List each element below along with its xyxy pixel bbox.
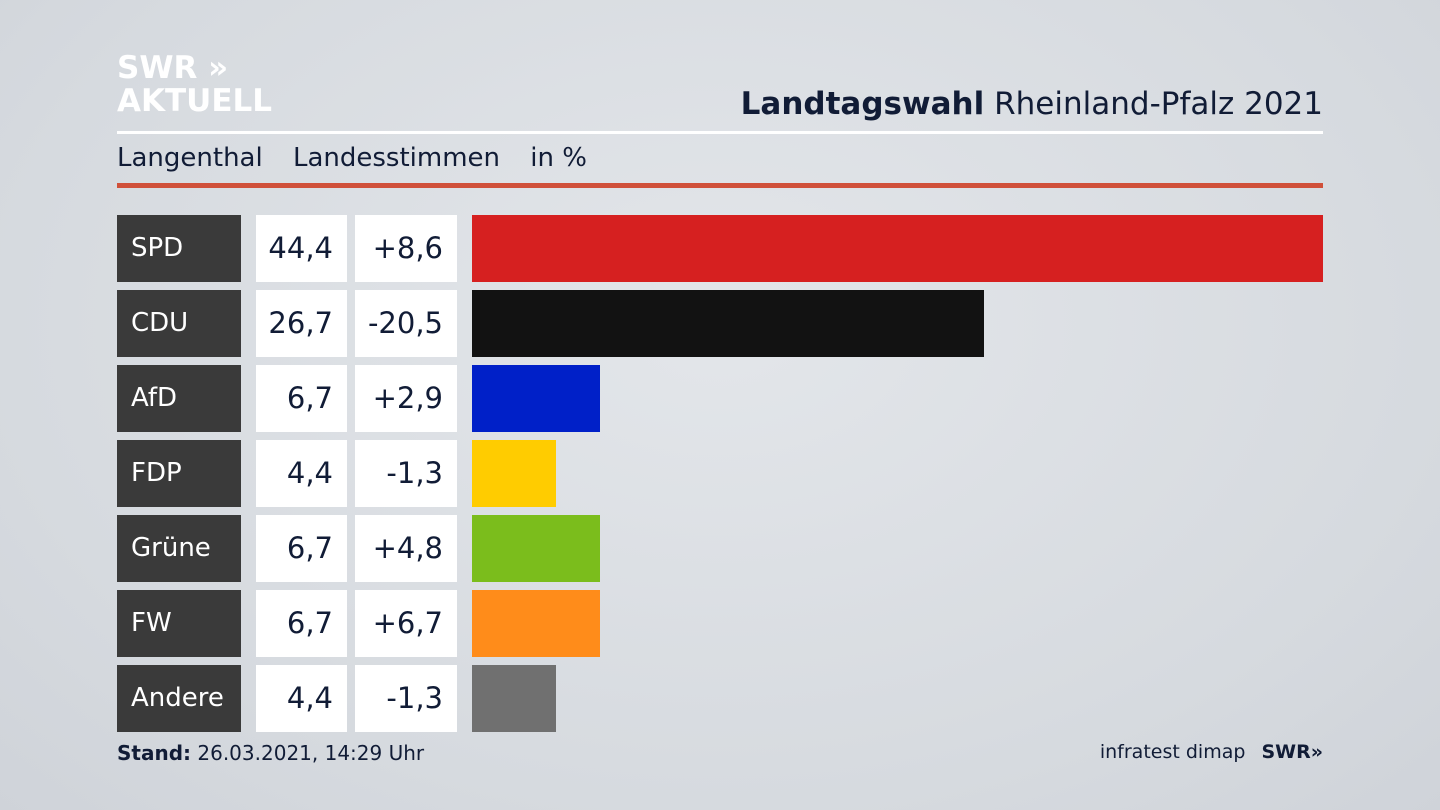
chart-row: Andere 4,4 -1,3 [117, 665, 1323, 732]
bar-grüne [472, 515, 601, 582]
source-label: infratest dimap [1099, 741, 1246, 763]
change-label: -1,3 [355, 665, 457, 732]
party-label: Grüne [117, 515, 241, 582]
value-label: 4,4 [256, 440, 347, 507]
chart-row: SPD 44,4 +8,6 [117, 215, 1323, 282]
chart-row: FW 6,7 +6,7 [117, 590, 1323, 657]
subtitle: Langenthal Landesstimmen in % [117, 143, 609, 173]
value-label: 6,7 [256, 365, 347, 432]
change-label: +2,9 [355, 365, 457, 432]
change-label: +4,8 [355, 515, 457, 582]
logo-line-1: SWR » [117, 50, 229, 86]
chart-row: AfD 6,7 +2,9 [117, 365, 1323, 432]
change-label: +6,7 [355, 590, 457, 657]
value-label: 26,7 [256, 290, 347, 357]
stand-label: Stand: [117, 741, 192, 765]
logo-line-2: AKTUELL [117, 83, 273, 119]
value-label: 6,7 [256, 590, 347, 657]
value-label: 44,4 [256, 215, 347, 282]
bar-fdp [472, 440, 557, 507]
footer-source: infratest dimap SWR» [1100, 741, 1323, 763]
party-label: AfD [117, 365, 241, 432]
change-label: +8,6 [355, 215, 457, 282]
footer-stand: Stand: 26.03.2021, 14:29 Uhr [117, 741, 424, 765]
change-label: -1,3 [355, 440, 457, 507]
chart-row: FDP 4,4 -1,3 [117, 440, 1323, 507]
chart-row: CDU 26,7 -20,5 [117, 290, 1323, 357]
bar-cdu [472, 290, 984, 357]
swr-aktuell-logo: SWR » AKTUELL [117, 52, 272, 118]
value-label: 4,4 [256, 665, 347, 732]
party-label: Andere [117, 665, 241, 732]
subtitle-unit: in % [530, 143, 587, 173]
party-label: SPD [117, 215, 241, 282]
bar-andere [472, 665, 557, 732]
bar-fw [472, 590, 601, 657]
bar-afd [472, 365, 601, 432]
page-title: Landtagswahl Rheinland-Pfalz 2021 [741, 86, 1323, 122]
title-bold: Landtagswahl [740, 86, 985, 122]
chart-row: Grüne 6,7 +4,8 [117, 515, 1323, 582]
stand-value: 26.03.2021, 14:29 Uhr [197, 741, 425, 765]
subtitle-type: Landesstimmen [292, 143, 501, 173]
bar-spd [472, 215, 1323, 282]
change-label: -20,5 [355, 290, 457, 357]
party-label: FW [117, 590, 241, 657]
swr-logo: SWR» [1261, 741, 1323, 763]
party-label: FDP [117, 440, 241, 507]
divider-white [117, 131, 1323, 134]
value-label: 6,7 [256, 515, 347, 582]
party-label: CDU [117, 290, 241, 357]
subtitle-place: Langenthal [117, 143, 263, 173]
divider-red [117, 183, 1323, 188]
title-rest: Rheinland-Pfalz 2021 [994, 86, 1323, 122]
